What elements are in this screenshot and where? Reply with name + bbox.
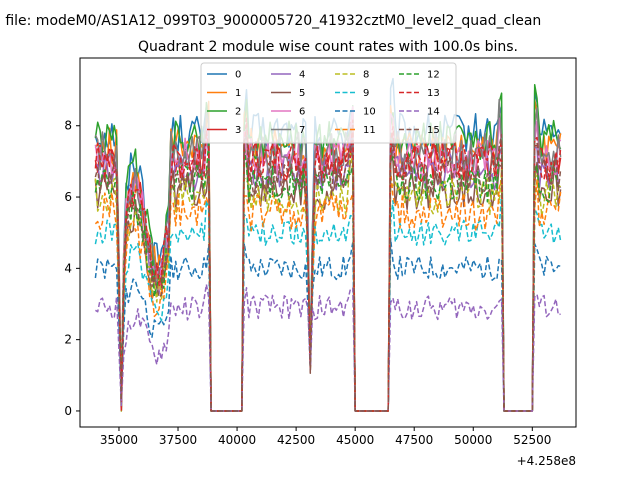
- y-tick-label: 8: [64, 119, 72, 133]
- x-offset-label: +4.258e8: [517, 454, 576, 468]
- axis-ticks: 35000 37500 40000 42500 45000 47500 50000 52500…: [64, 119, 551, 447]
- legend-label-3: 3: [235, 125, 241, 136]
- legend-label-13: 13: [427, 88, 440, 99]
- legend-label-4: 4: [299, 70, 305, 81]
- y-tick-label: 6: [64, 190, 72, 204]
- series-line-13: [94, 117, 562, 412]
- chart-title: Quadrant 2 module wise count rates with …: [138, 39, 518, 55]
- plot-area: [94, 77, 562, 412]
- legend-label-2: 2: [235, 107, 241, 118]
- x-tick-label: 47500: [395, 433, 433, 447]
- legend-label-6: 6: [299, 107, 305, 118]
- legend-label-12: 12: [427, 70, 440, 81]
- legend-label-15: 15: [427, 125, 440, 136]
- series-line-10: [94, 237, 561, 412]
- y-tick-label: 2: [64, 333, 72, 347]
- legend-label-1: 1: [235, 88, 241, 99]
- legend-label-11: 11: [363, 125, 376, 136]
- y-tick-label: 0: [64, 404, 72, 418]
- y-tick-label: 4: [64, 261, 72, 275]
- legend-label-14: 14: [427, 107, 440, 118]
- legend-label-8: 8: [363, 70, 369, 81]
- legend-label-7: 7: [299, 125, 305, 136]
- series-line-14: [95, 283, 561, 412]
- x-tick-label: 52500: [513, 433, 551, 447]
- series-line-9: [94, 194, 562, 412]
- legend-label-0: 0: [235, 70, 241, 81]
- x-tick-label: 45000: [336, 433, 374, 447]
- axes-frame: [79, 57, 577, 428]
- figure-suptitle: n file: modeM0/AS1A12_099T03_9000005720_…: [0, 13, 541, 29]
- x-tick-label: 40000: [218, 433, 256, 447]
- x-tick-label: 42500: [277, 433, 315, 447]
- series-line-15: [94, 133, 562, 412]
- legend-label-5: 5: [299, 88, 305, 99]
- x-tick-label: 37500: [159, 433, 197, 447]
- x-tick-label: 50000: [454, 433, 492, 447]
- legend-label-10: 10: [363, 107, 376, 118]
- legend-label-9: 9: [363, 88, 369, 99]
- legend-box: [200, 62, 457, 144]
- series-line-1: [94, 98, 562, 412]
- x-tick-label: 35000: [100, 433, 138, 447]
- series-line-11: [94, 169, 562, 412]
